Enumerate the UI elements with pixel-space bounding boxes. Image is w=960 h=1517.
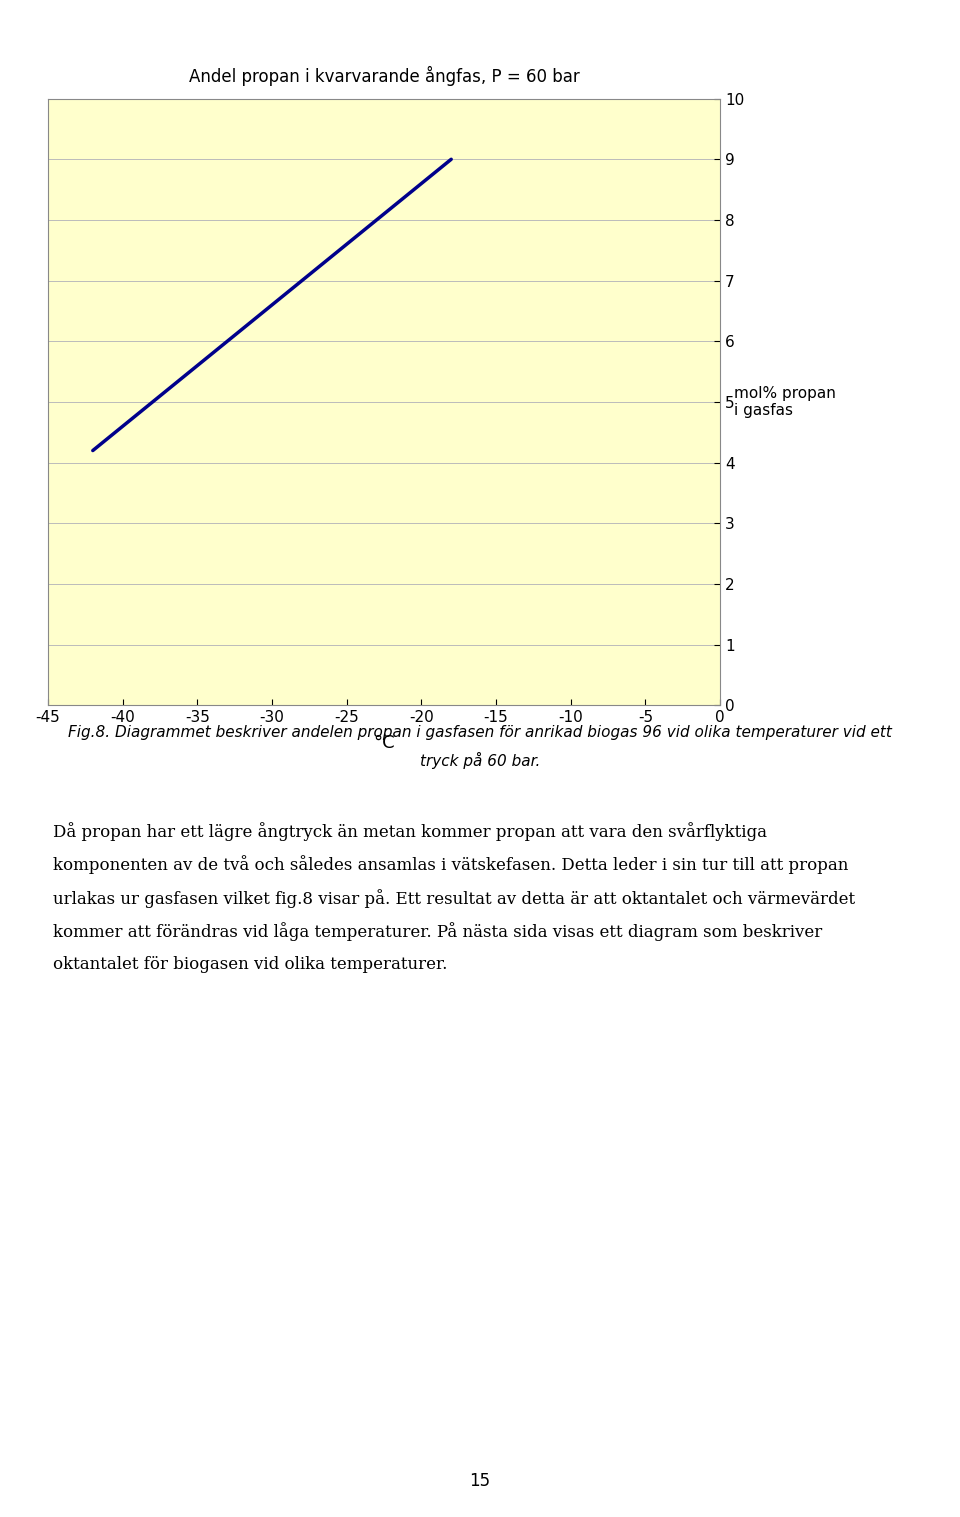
Text: 15: 15 — [469, 1471, 491, 1490]
Text: Då propan har ett lägre ångtryck än metan kommer propan att vara den svårflyktig: Då propan har ett lägre ångtryck än meta… — [53, 822, 767, 840]
Text: kommer att förändras vid låga temperaturer. På nästa sida visas ett diagram som : kommer att förändras vid låga temperatur… — [53, 922, 822, 941]
Text: oktantalet för biogasen vid olika temperaturer.: oktantalet för biogasen vid olika temper… — [53, 956, 447, 972]
Text: komponenten av de två och således ansamlas i vätskefasen. Detta leder i sin tur : komponenten av de två och således ansaml… — [53, 856, 849, 874]
Title: Andel propan i kvarvarande ångfas, P = 60 bar: Andel propan i kvarvarande ångfas, P = 6… — [188, 65, 580, 86]
Text: Fig.8. Diagrammet beskriver andelen propan i gasfasen för anrikad biogas 96 vid : Fig.8. Diagrammet beskriver andelen prop… — [68, 725, 892, 740]
Text: urlakas ur gasfasen vilket fig.8 visar på. Ett resultat av detta är att oktantal: urlakas ur gasfasen vilket fig.8 visar p… — [53, 889, 855, 907]
Text: tryck på 60 bar.: tryck på 60 bar. — [420, 752, 540, 769]
Text: mol% propan
i gasfas: mol% propan i gasfas — [734, 385, 836, 419]
X-axis label: °C: °C — [373, 734, 395, 751]
